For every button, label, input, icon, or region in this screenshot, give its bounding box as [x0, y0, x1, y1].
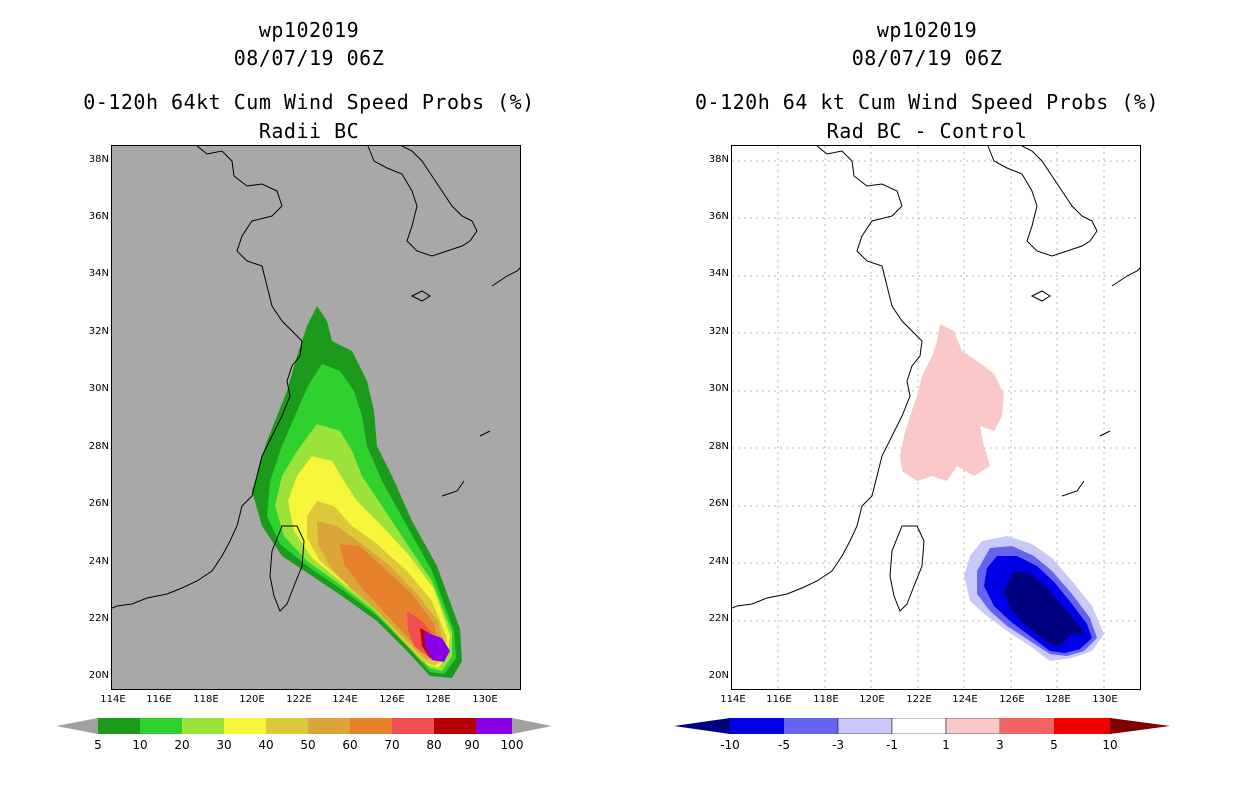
lon-label: 124E [952, 694, 978, 705]
colorbar-seg [266, 718, 308, 734]
lat-label: 30N [708, 383, 729, 394]
colorbar-seg [476, 718, 512, 734]
lat-label: 20N [88, 670, 109, 681]
colorbar-label: 30 [216, 738, 232, 752]
colorbar-seg [308, 718, 350, 734]
colorbar-seg [1054, 718, 1110, 734]
lat-label: 32N [708, 326, 729, 337]
colorbar-label: 10 [132, 738, 148, 752]
lon-label: 116E [766, 694, 792, 705]
colorbar-seg [1000, 718, 1054, 734]
colorbar-high-end [1110, 718, 1170, 734]
colorbar-label: 10 [1102, 738, 1118, 752]
lat-label: 22N [88, 613, 109, 624]
colorbar-label: 3 [996, 738, 1004, 752]
colorbar-seg [224, 718, 266, 734]
lon-label: 126E [379, 694, 405, 705]
colorbar-svg [674, 718, 1170, 734]
lon-label: 122E [906, 694, 932, 705]
lat-label: 34N [88, 268, 109, 279]
lat-label: 36N [708, 211, 729, 222]
lat-label: 24N [708, 556, 729, 567]
colorbar-low-end [674, 718, 730, 734]
lon-label: 126E [999, 694, 1025, 705]
storm-id: wp102019 [258, 18, 360, 42]
diff-negative-below-10 [1004, 571, 1084, 646]
colorbar-label: 20 [174, 738, 190, 752]
lon-label: 114E [100, 694, 126, 705]
colorbar-label: 5 [1050, 738, 1058, 752]
lat-label: 24N [88, 556, 109, 567]
colorbar-label: 90 [464, 738, 480, 752]
colorbar-seg [891, 718, 947, 734]
lon-label: 130E [1092, 694, 1118, 705]
lon-label: 128E [1045, 694, 1071, 705]
lat-label: 26N [708, 498, 729, 509]
colorbar-seg [730, 718, 784, 734]
lon-label: 120E [239, 694, 265, 705]
colorbar-label: 60 [342, 738, 358, 752]
colorbar-seg [784, 718, 838, 734]
prob-band-90 [424, 632, 450, 662]
colorbar-label: 5 [94, 738, 102, 752]
lon-label: 116E [146, 694, 172, 705]
colorbar-svg [56, 718, 552, 734]
lat-label: 26N [88, 498, 109, 509]
lat-label: 34N [708, 268, 729, 279]
lat-label: 28N [708, 441, 729, 452]
colorbar-label: -10 [720, 738, 740, 752]
coastlines [732, 146, 1140, 612]
colorbar-low-end [56, 718, 98, 734]
left-panel: wp102019 08/07/19 06Z 0-120h 64kt Cum Wi… [56, 18, 552, 752]
colorbar-seg [392, 718, 434, 734]
plot-subtitle: Rad BC - Control [826, 119, 1028, 143]
datetime: 08/07/19 06Z [233, 46, 385, 70]
colorbar-label: -3 [832, 738, 844, 752]
colorbar-label: 70 [384, 738, 400, 752]
lat-label: 32N [88, 326, 109, 337]
coastlines [112, 146, 520, 612]
plot-title: 0-120h 64kt Cum Wind Speed Probs (%) [83, 90, 535, 114]
colorbar-seg [182, 718, 224, 734]
lon-label: 114E [720, 694, 746, 705]
lon-label: 130E [472, 694, 498, 705]
lat-label: 28N [88, 441, 109, 452]
lon-label: 122E [286, 694, 312, 705]
lon-label: 118E [813, 694, 839, 705]
colorbar-seg [945, 718, 1001, 734]
probability-map-svg [112, 146, 520, 678]
lon-label: 128E [425, 694, 451, 705]
colorbar-label: 40 [258, 738, 274, 752]
colorbar-high-end [512, 718, 552, 734]
colorbar-seg [434, 718, 476, 734]
storm-id: wp102019 [876, 18, 978, 42]
colorbar-label: 100 [500, 738, 524, 752]
lon-label: 118E [193, 694, 219, 705]
colorbar-seg [140, 718, 182, 734]
colorbar-seg [837, 718, 893, 734]
diff-positive-1-3 [900, 324, 1004, 481]
colorbar-label: -1 [886, 738, 898, 752]
colorbar-label: 50 [300, 738, 316, 752]
lat-label: 38N [88, 154, 109, 165]
lat-label: 36N [88, 211, 109, 222]
plot-title: 0-120h 64 kt Cum Wind Speed Probs (%) [694, 90, 1160, 114]
difference-map [731, 145, 1141, 690]
lat-label: 22N [708, 613, 729, 624]
colorbar-label: -5 [778, 738, 790, 752]
colorbar-label: 80 [426, 738, 442, 752]
lon-label: 120E [859, 694, 885, 705]
colorbar-seg [350, 718, 392, 734]
probability-map [111, 145, 521, 690]
difference-map-svg [732, 146, 1140, 689]
datetime: 08/07/19 06Z [851, 46, 1003, 70]
lat-label: 20N [708, 670, 729, 681]
lat-label: 38N [708, 154, 729, 165]
lat-label: 30N [88, 383, 109, 394]
lon-label: 124E [332, 694, 358, 705]
colorbar-label: 1 [942, 738, 950, 752]
right-panel: wp102019 08/07/19 06Z 0-120h 64 kt Cum W… [618, 0, 1236, 800]
colorbar-seg [98, 718, 140, 734]
plot-subtitle: Radii BC [258, 119, 360, 143]
